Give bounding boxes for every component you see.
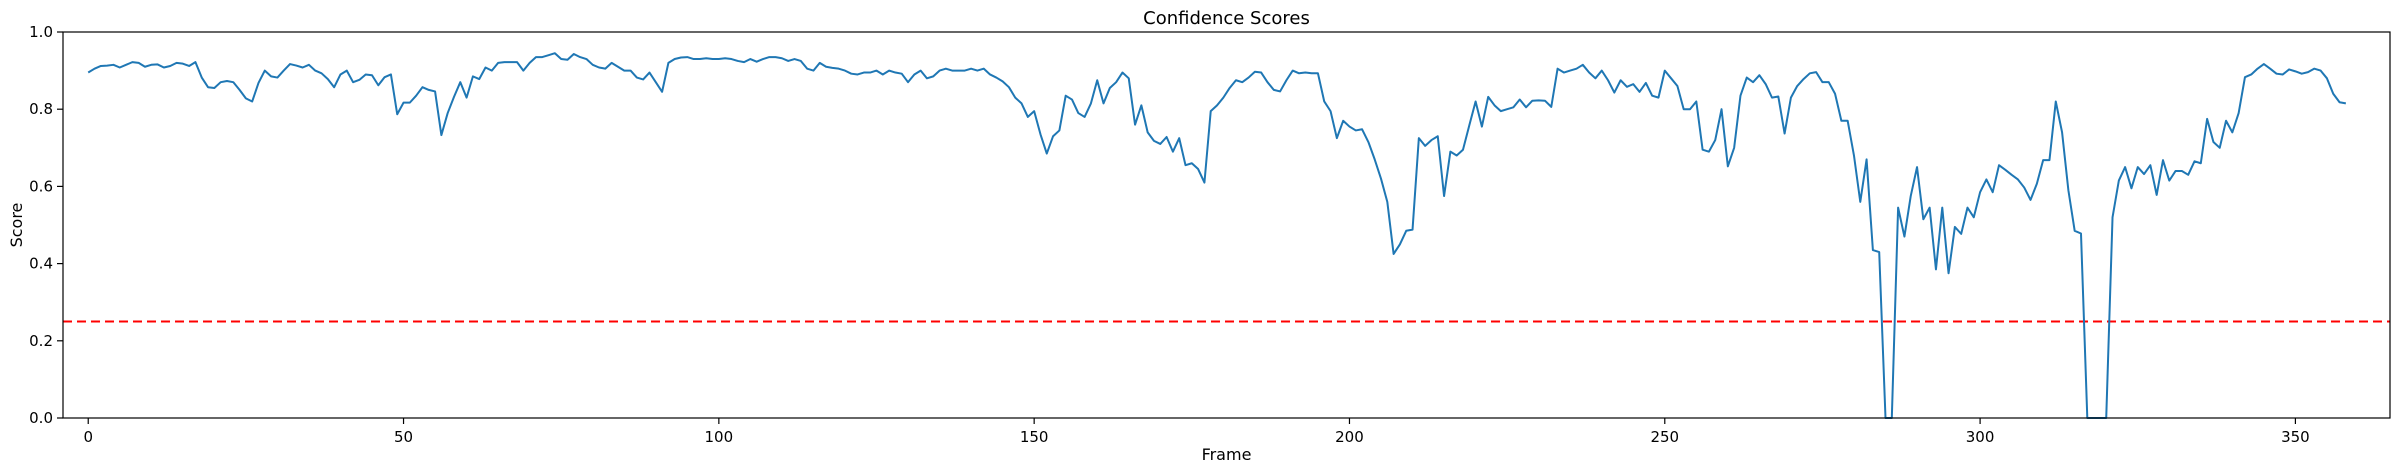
y-tick-label: 0.2 [29, 332, 53, 350]
y-tick-label: 0.4 [29, 255, 53, 273]
x-tick-label: 300 [1966, 428, 1995, 446]
x-tick-label: 100 [705, 428, 734, 446]
x-axis-title: Frame [1202, 445, 1252, 464]
y-tick-label: 0.0 [29, 409, 53, 427]
x-tick-label: 150 [1020, 428, 1049, 446]
chart-title: Confidence Scores [1143, 8, 1310, 29]
y-tick-label: 0.6 [29, 177, 53, 195]
y-axis-ticks: 0.0 0.2 0.4 0.6 0.8 1.0 [29, 23, 63, 427]
plot-area-frame [62, 31, 2391, 419]
x-tick-label: 250 [1650, 428, 1679, 446]
x-tick-label: 0 [83, 428, 93, 446]
x-axis-ticks: 0 50 100 150 200 250 300 350 [83, 418, 2310, 446]
x-tick-label: 200 [1335, 428, 1364, 446]
y-axis-title: Score [7, 203, 26, 248]
series-line [87, 52, 2347, 419]
y-tick-label: 1.0 [29, 23, 53, 41]
x-tick-label: 350 [2281, 428, 2310, 446]
x-tick-label: 50 [394, 428, 413, 446]
y-tick-label: 0.8 [29, 100, 53, 118]
